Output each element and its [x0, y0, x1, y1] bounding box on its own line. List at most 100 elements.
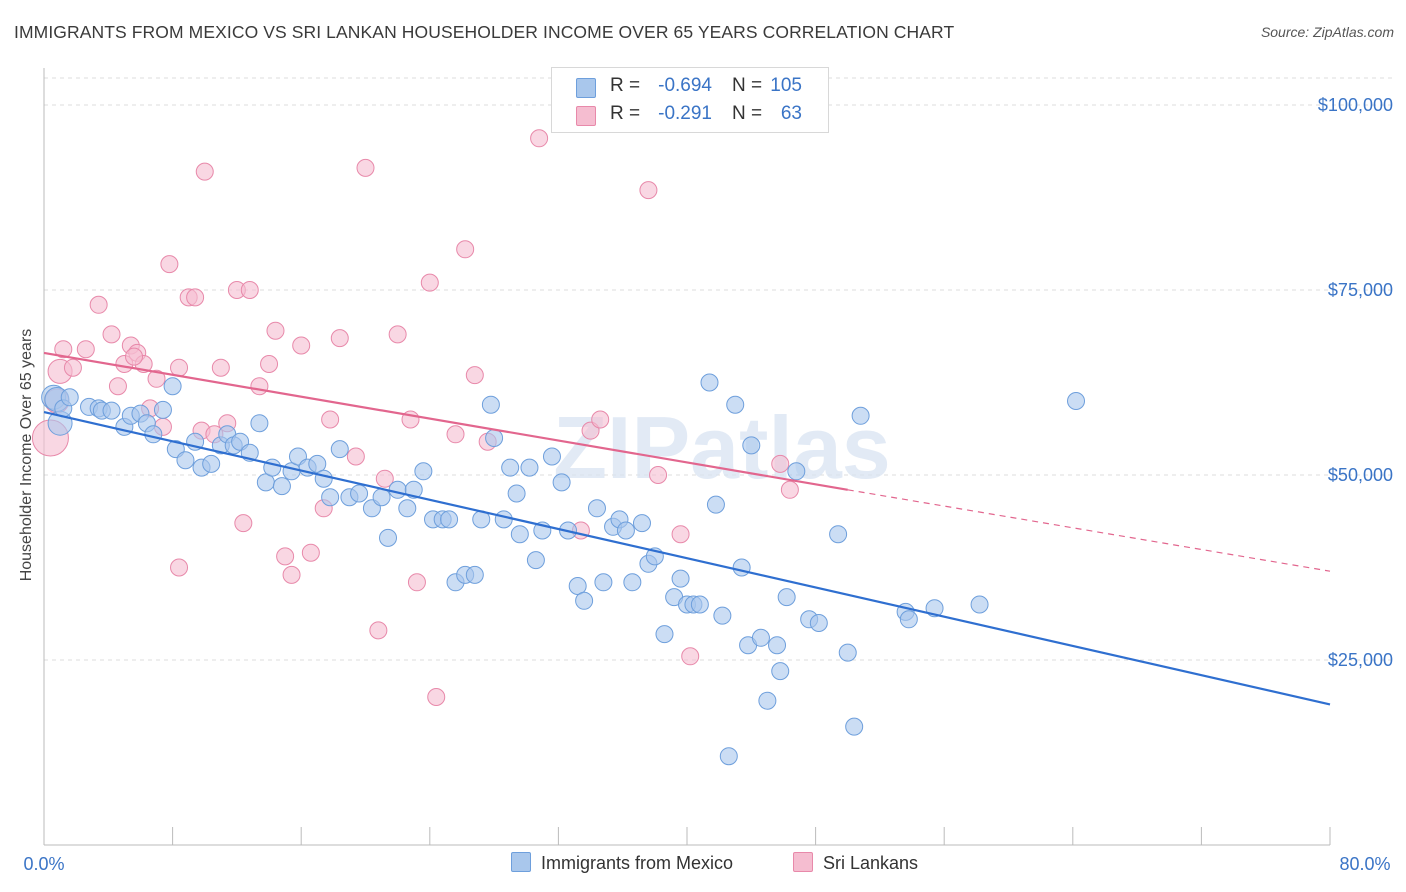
sri-lankans-point	[170, 358, 189, 377]
mexico-point	[507, 484, 526, 503]
mexico-point	[102, 401, 121, 420]
legend-r-label: R =	[610, 75, 641, 96]
x-tick-label: 80.0%	[1339, 854, 1390, 874]
mexico-point	[1067, 392, 1086, 410]
legend-n-value: 105	[770, 75, 802, 96]
mexico-point	[706, 495, 725, 514]
mexico-point	[176, 451, 195, 470]
mexico-point	[742, 436, 761, 455]
mexico-point	[700, 373, 719, 392]
x-tick-labels: 0.0% 80.0%	[23, 854, 1390, 874]
sri-lankans-point	[446, 425, 465, 444]
mexico-point	[594, 573, 613, 592]
mexico-point	[526, 551, 545, 570]
mexico-point	[655, 625, 674, 644]
sri-lankans-point	[147, 369, 166, 388]
sri-lankans-point	[186, 288, 205, 307]
sri-lankans-point	[388, 325, 407, 344]
gridlines	[44, 77, 1392, 661]
mexico-point	[568, 577, 587, 595]
bottom-legend-label-srilanka: Sri Lankans	[823, 853, 919, 873]
mexico-point	[501, 458, 520, 477]
sri-lankans-point	[63, 358, 82, 377]
mexico-point	[787, 462, 806, 481]
y-tick-label: $100,000	[1318, 95, 1393, 115]
sri-lankans-trend-line	[43, 351, 848, 491]
sri-lankans-point	[266, 321, 285, 340]
sri-lankans-point	[356, 158, 375, 177]
sri-lankans-point	[530, 129, 549, 148]
legend-swatch-pink	[576, 106, 596, 126]
mexico-point	[671, 569, 690, 588]
mexico-point	[510, 525, 529, 544]
mexico-point	[777, 588, 796, 607]
mexico-point	[838, 643, 857, 662]
sri-lankans-point	[240, 281, 259, 299]
mexico-point	[771, 662, 790, 681]
bottom-legend-swatch-blue	[511, 852, 531, 872]
legend-swatch-blue	[576, 78, 596, 98]
sri-lankans-point	[649, 466, 668, 484]
x-tick-label: 0.0%	[23, 854, 64, 874]
axes	[43, 68, 1331, 846]
bottom-legend-srilanka: Sri Lankans	[793, 852, 918, 876]
mexico-point	[616, 521, 635, 540]
sri-lankans-point	[427, 688, 446, 706]
y-tick-label: $50,000	[1328, 465, 1393, 485]
source-credit: Source: ZipAtlas.com	[1260, 24, 1394, 40]
sri-lankans-point	[681, 647, 700, 666]
mexico-point	[485, 429, 504, 447]
mexico-point	[388, 480, 407, 499]
sri-lankans-point	[234, 514, 253, 533]
mexico-point	[272, 477, 291, 496]
sri-lankans-point	[102, 325, 121, 344]
mexico-point	[768, 636, 787, 655]
sri-lankans-point	[260, 355, 279, 373]
sri-lankans-point	[54, 340, 73, 359]
legend-r-value: -0.694	[658, 75, 712, 96]
sri-lankans-point	[89, 295, 108, 314]
mexico-point	[350, 484, 369, 503]
bottom-legend-label-mexico: Immigrants from Mexico	[541, 853, 734, 873]
sri-lankans-point	[276, 547, 295, 566]
sri-lankans-point	[301, 543, 320, 562]
mexico-point	[899, 610, 918, 629]
bottom-legend-mexico: Immigrants from Mexico	[511, 852, 733, 876]
legend-r-label: R =	[610, 103, 641, 124]
mexico-point	[719, 747, 738, 766]
mexico-point	[144, 425, 163, 444]
sri-lankans-point	[321, 410, 340, 429]
mexico-point	[845, 717, 864, 736]
sri-lankans-point	[375, 469, 394, 488]
mexico-point	[202, 454, 221, 473]
sri-lankans-point	[780, 480, 799, 499]
sri-lankans-point	[771, 454, 790, 473]
y-tick-labels: $25,000 $50,000 $75,000 $100,000	[1318, 95, 1393, 670]
sri-lankans-point	[250, 377, 269, 396]
mexico-point	[440, 510, 459, 529]
watermark: ZIPatlas	[553, 398, 890, 497]
mexico-point	[575, 591, 594, 610]
mexico-point	[153, 400, 172, 419]
sri-lankans-point	[330, 329, 349, 348]
mexico-point	[465, 565, 484, 584]
correlation-legend: R = -0.694 N = 105 R = -0.291 N = 63	[551, 67, 829, 133]
sri-lankans-point	[369, 621, 388, 640]
sri-lankans-point	[170, 558, 189, 577]
legend-n-value: 63	[780, 103, 802, 124]
sri-lankans-point	[76, 340, 95, 359]
sri-lankans-point	[195, 162, 214, 181]
legend-row-mexico: R = -0.694 N = 105	[552, 72, 828, 102]
sri-lankans-point	[292, 336, 311, 355]
sri-lankans-point	[282, 565, 301, 584]
sri-lankans-point	[407, 573, 426, 592]
mexico-point	[632, 514, 651, 533]
mexico-point	[690, 595, 709, 614]
sri-lankans-points	[31, 129, 799, 706]
mexico-point	[542, 447, 561, 466]
mexico-point	[552, 473, 571, 492]
sri-lankans-point	[420, 273, 439, 292]
chart-title: IMMIGRANTS FROM MEXICO VS SRI LANKAN HOU…	[14, 22, 955, 42]
sri-lankans-point	[591, 410, 610, 429]
